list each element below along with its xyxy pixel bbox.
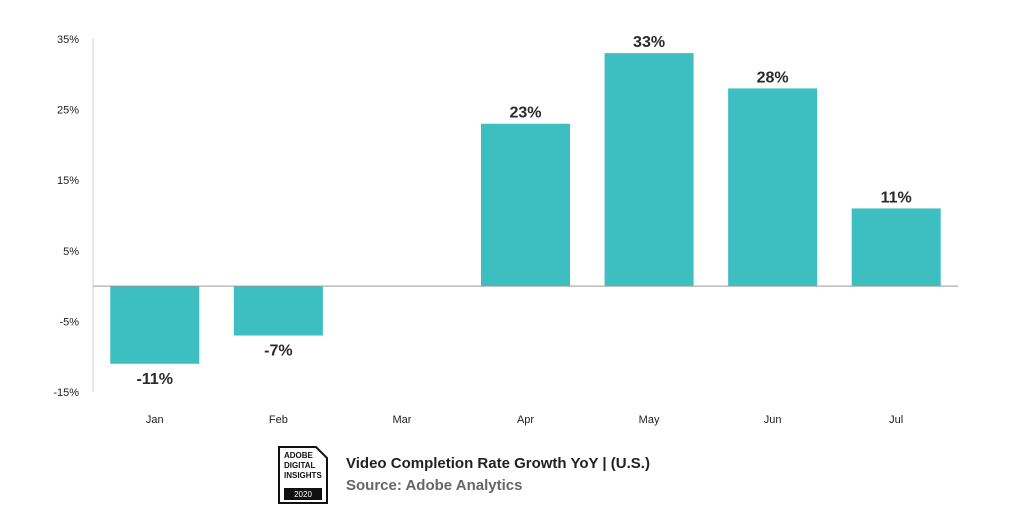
bar-data-label: 33% <box>633 34 665 51</box>
y-tick-label: 25% <box>57 105 79 117</box>
y-tick-label: -5% <box>59 316 79 328</box>
bar <box>604 53 694 287</box>
bar <box>110 286 200 364</box>
badge-line-3: INSIGHTS <box>284 471 322 480</box>
bar <box>728 88 818 287</box>
y-tick-label: 5% <box>63 246 79 258</box>
bar-data-label: -7% <box>264 343 292 360</box>
bar <box>481 123 570 287</box>
x-tick-label: Apr <box>517 414 534 426</box>
x-tick-label: Jan <box>146 414 164 426</box>
x-tick-label: Feb <box>269 414 288 426</box>
x-tick-label: May <box>639 414 660 426</box>
y-tick-label: 35% <box>57 34 79 46</box>
adobe-digital-insights-badge: ADOBE DIGITAL INSIGHTS 2020 <box>278 446 328 504</box>
bar-data-label: 23% <box>509 105 541 122</box>
bar <box>233 286 323 336</box>
badge-line-2: DIGITAL <box>284 461 316 470</box>
y-tick-label: -15% <box>53 387 79 399</box>
bar-data-label: -11% <box>137 371 173 388</box>
y-tick-label: 15% <box>57 175 79 187</box>
x-tick-label: Jul <box>889 414 903 426</box>
bar-data-label: 28% <box>757 69 789 86</box>
x-tick-label: Mar <box>392 414 411 426</box>
chart-caption-source: Source: Adobe Analytics <box>346 477 523 494</box>
badge-year: 2020 <box>294 490 312 499</box>
chart-footer: ADOBE DIGITAL INSIGHTS 2020 Video Comple… <box>278 446 650 504</box>
bar-chart: 35% 25% 15% 5% -5% -15% -11% Jan -7% Feb Mar 23% Apr… <box>53 34 958 426</box>
bar <box>851 208 941 287</box>
chart-caption: Video Completion Rate Growth YoY | (U.S.… <box>346 453 650 497</box>
x-tick-label: Jun <box>764 414 782 426</box>
bar-data-label: 11% <box>881 189 912 206</box>
badge-line-1: ADOBE <box>284 451 314 460</box>
chart-caption-title: Video Completion Rate Growth YoY | (U.S.… <box>346 455 650 472</box>
